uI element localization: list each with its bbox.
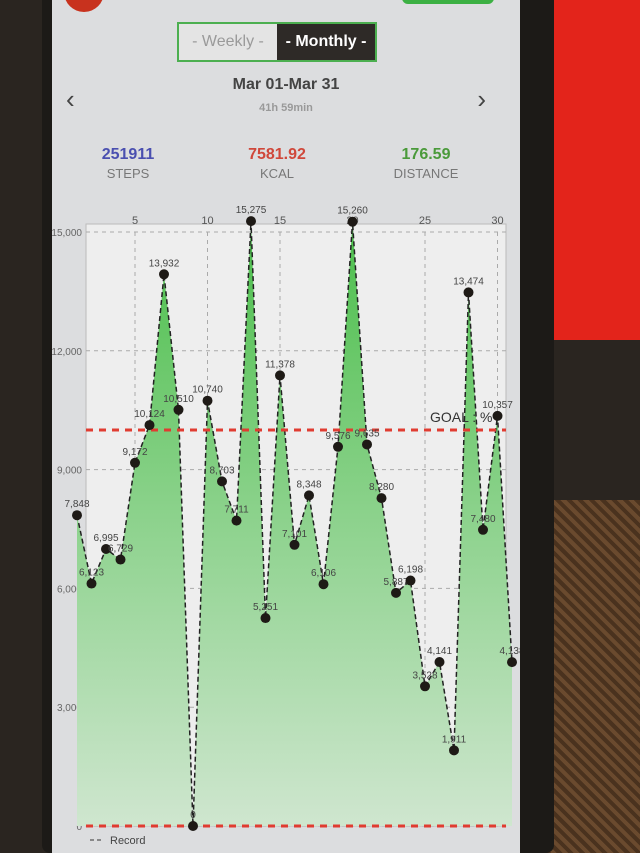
data-point xyxy=(333,441,343,452)
data-label: 7,480 xyxy=(470,514,495,525)
data-label: 9,172 xyxy=(122,447,147,458)
data-label: 10,510 xyxy=(163,394,194,405)
stat-value: 251911 xyxy=(101,146,155,163)
data-label: 4,138 xyxy=(499,646,520,657)
data-point xyxy=(318,579,329,590)
data-label: 15,275 xyxy=(236,205,267,216)
data-point xyxy=(304,490,314,501)
data-label: 5,251 xyxy=(253,602,278,613)
data-point xyxy=(463,287,474,298)
stat-steps: 251911 STEPS xyxy=(68,146,188,181)
data-label: 11,378 xyxy=(265,359,295,370)
data-point xyxy=(376,493,387,504)
data-label: 7,101 xyxy=(282,529,307,540)
data-point xyxy=(217,476,227,487)
data-point xyxy=(289,539,300,550)
stat-value: 7581.92 xyxy=(248,146,306,163)
period-toggle: - Weekly - - Monthly - xyxy=(177,22,377,62)
tab-weekly[interactable]: - Weekly - xyxy=(179,24,277,60)
data-label: 6,198 xyxy=(398,565,423,576)
y-tick-label: 15,000 xyxy=(52,228,82,239)
data-point xyxy=(86,578,97,589)
data-point xyxy=(434,657,445,668)
tab-monthly[interactable]: - Monthly - xyxy=(277,24,375,60)
data-point xyxy=(246,216,256,227)
stat-value: 176.59 xyxy=(401,146,451,163)
data-label: 13,932 xyxy=(149,258,180,269)
data-label: 10,124 xyxy=(134,409,165,420)
stat-distance: 176.59 DISTANCE xyxy=(366,146,486,181)
data-label: 0 xyxy=(190,810,196,821)
data-point xyxy=(260,613,271,624)
data-point xyxy=(115,554,126,565)
data-label: 5,887 xyxy=(383,577,408,588)
data-point xyxy=(507,657,517,668)
data-point xyxy=(231,515,242,526)
data-label: 6,995 xyxy=(93,533,118,544)
data-point xyxy=(130,457,140,468)
data-label: 9,576 xyxy=(325,431,350,442)
goal-label: GOAL : % xyxy=(430,409,493,425)
stat-kcal: 7581.92 KCAL xyxy=(217,146,337,181)
data-label: 1,911 xyxy=(442,734,467,745)
data-point xyxy=(405,575,416,586)
data-point xyxy=(144,420,155,431)
x-tick-label: 15 xyxy=(274,215,286,227)
area-fill xyxy=(77,221,512,827)
y-tick-label: 12,000 xyxy=(52,347,82,358)
background-cloth xyxy=(540,500,640,853)
data-label: 3,528 xyxy=(412,670,437,681)
data-label: 6,106 xyxy=(311,568,336,579)
app-screen: - Weekly - - Monthly - ‹ › Mar 01-Mar 31… xyxy=(52,0,520,853)
y-tick-label: 3,000 xyxy=(57,703,82,714)
data-point xyxy=(275,370,285,381)
y-tick-label: 9,000 xyxy=(57,466,82,477)
data-point xyxy=(202,395,213,406)
data-point xyxy=(391,587,401,598)
data-point xyxy=(188,821,198,831)
data-point xyxy=(347,216,358,227)
top-action-button[interactable] xyxy=(402,0,494,4)
data-label: 6,123 xyxy=(79,568,104,579)
data-point xyxy=(449,745,459,756)
data-label: 7,848 xyxy=(64,499,89,510)
data-label: 10,357 xyxy=(482,400,513,411)
x-tick-label: 10 xyxy=(201,215,213,227)
data-point xyxy=(173,404,184,415)
x-tick-label: 5 xyxy=(132,215,138,227)
y-tick-label: 6,000 xyxy=(57,584,82,595)
stat-label: KCAL xyxy=(260,166,294,181)
data-point xyxy=(72,510,82,521)
y-tick-label: 0 xyxy=(76,822,82,833)
data-label: 9,635 xyxy=(354,428,379,439)
avatar[interactable] xyxy=(64,0,104,12)
chevron-right-icon[interactable]: › xyxy=(477,84,486,114)
data-label: 8,280 xyxy=(369,482,394,493)
chevron-left-icon[interactable]: ‹ xyxy=(66,84,75,114)
data-point xyxy=(362,439,372,450)
data-point xyxy=(101,543,111,554)
data-label: 6,729 xyxy=(108,544,133,555)
data-label: 13,474 xyxy=(453,276,484,287)
x-tick-label: 25 xyxy=(419,215,431,227)
data-point xyxy=(478,524,488,535)
stat-label: DISTANCE xyxy=(393,166,459,181)
duration: 41h 59min xyxy=(259,102,313,114)
stat-label: STEPS xyxy=(106,166,150,181)
data-label: 10,740 xyxy=(192,385,223,396)
data-label: 8,348 xyxy=(296,479,321,490)
data-point xyxy=(492,410,503,421)
data-label: 8,703 xyxy=(209,465,234,476)
data-label: 15,260 xyxy=(337,206,368,217)
data-point xyxy=(420,681,430,692)
date-range: Mar 01-Mar 31 xyxy=(232,76,340,93)
data-point xyxy=(159,269,169,280)
steps-chart: 03,0006,0009,00012,00015,00051015202530G… xyxy=(52,205,520,847)
data-label: 4,141 xyxy=(427,646,452,657)
x-tick-label: 30 xyxy=(491,215,503,227)
data-label: 7,711 xyxy=(224,505,249,516)
legend-record-label: Record xyxy=(110,835,145,847)
